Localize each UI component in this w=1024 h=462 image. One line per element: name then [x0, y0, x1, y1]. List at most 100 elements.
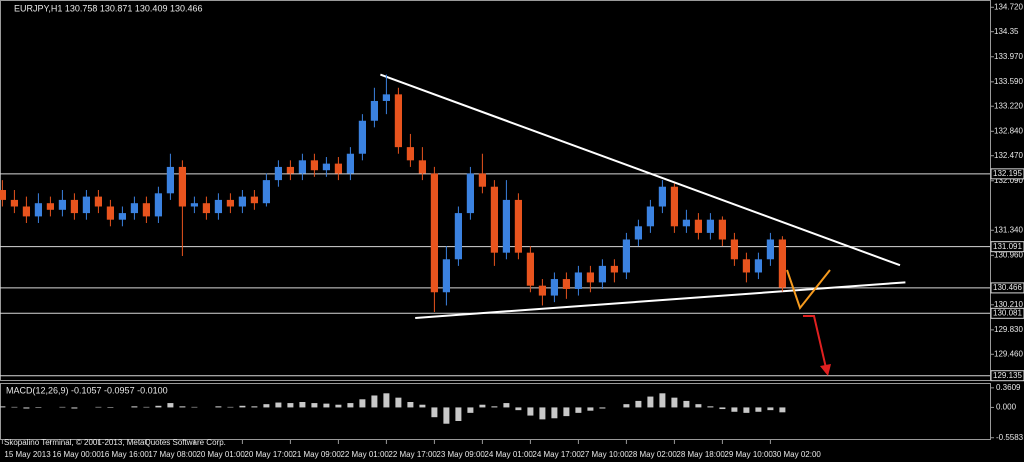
x-tick-label: 28 May 02:00 — [628, 450, 677, 459]
macd-bar — [191, 406, 198, 408]
candle-body — [406, 147, 414, 161]
candle-body — [202, 203, 210, 214]
candle-body — [130, 203, 138, 214]
macd-bar — [683, 400, 690, 408]
candle-body — [46, 203, 54, 210]
x-tick-label: 22 May 01:00 — [340, 450, 389, 459]
x-tick-label: 17 May 08:00 — [148, 450, 197, 459]
macd-bar — [107, 407, 114, 408]
candle-body — [346, 153, 354, 174]
candle-body — [370, 100, 378, 121]
indicator-y-tick-label: 0.3609 — [996, 383, 1021, 392]
y-tick-label: 133.590 — [994, 77, 1023, 86]
x-tick-label: 30 May 02:00 — [772, 450, 821, 459]
level-label: 130.466 — [993, 283, 1022, 292]
candle-body — [562, 279, 570, 289]
y-tick-label: 133.220 — [994, 101, 1023, 110]
candle-body — [262, 180, 270, 204]
macd-bar — [71, 407, 78, 409]
macd-bar — [779, 407, 786, 413]
projection-arrow — [803, 315, 827, 369]
candle-body — [706, 219, 714, 233]
y-tick-label: 133.970 — [994, 52, 1023, 61]
macd-bar — [59, 406, 66, 408]
macd-bar — [359, 399, 366, 408]
candle-body — [10, 199, 18, 207]
macd-bar — [587, 407, 594, 411]
macd-bar — [383, 393, 390, 408]
candle-body — [610, 265, 618, 273]
candle-body — [334, 163, 342, 174]
macd-bar — [719, 407, 726, 410]
candle-body — [190, 203, 198, 207]
candle-body — [538, 285, 546, 296]
candle-body — [646, 206, 654, 227]
macd-bar — [311, 403, 318, 408]
y-tick-label: 134.35 — [994, 27, 1019, 36]
candle-body — [34, 203, 42, 217]
macd-bar — [431, 407, 438, 418]
macd-bar — [479, 404, 486, 408]
candle-body — [574, 272, 582, 289]
candle-body — [502, 199, 510, 253]
candle-body — [82, 196, 90, 214]
macd-bar — [395, 397, 402, 408]
level-label-box — [990, 282, 1024, 294]
macd-bar — [275, 402, 282, 408]
y-tick-label: 134.720 — [994, 2, 1023, 11]
macd-bar — [467, 407, 474, 413]
candle-body — [118, 213, 126, 220]
y-tick-label: 132.470 — [994, 151, 1023, 160]
macd-bar — [407, 402, 414, 408]
macd-bar — [11, 406, 18, 408]
x-tick-label: 24 May 01:00 — [484, 450, 533, 459]
macd-bar — [0, 406, 6, 408]
candle-body — [622, 239, 630, 273]
candle-body — [250, 196, 258, 204]
x-tick-label: 24 May 17:00 — [532, 450, 581, 459]
candle-body — [94, 196, 102, 207]
candle-body — [0, 190, 6, 200]
indicator-title: MACD(12,26,9) -0.1057 -0.0957 -0.0100 — [6, 385, 168, 395]
level-label: 129.135 — [993, 371, 1022, 380]
candle-body — [658, 186, 666, 207]
macd-bar — [731, 407, 738, 412]
y-tick-label: 132.840 — [994, 126, 1023, 135]
x-tick-label: 27 May 10:00 — [580, 450, 629, 459]
level-label: 131.091 — [993, 242, 1022, 251]
candle-body — [274, 166, 282, 181]
candle-body — [670, 186, 678, 227]
macd-bar — [743, 407, 750, 413]
level-label: 130.081 — [993, 308, 1022, 317]
macd-bar — [503, 403, 510, 408]
macd-bar — [515, 407, 522, 411]
candle-body — [754, 259, 762, 273]
x-tick-label: 15 May 2013 — [4, 450, 51, 459]
macd-bar — [227, 406, 234, 408]
trendline — [380, 73, 901, 267]
candle-body — [766, 239, 774, 260]
level-label: 132.195 — [993, 169, 1022, 178]
x-tick-label: 20 May 17:00 — [244, 450, 293, 459]
candle-body — [178, 166, 186, 207]
macd-bar — [527, 407, 534, 416]
x-tick-label: 28 May 18:00 — [676, 450, 725, 459]
macd-bar — [371, 395, 378, 408]
indicator-y-tick-label: -0.5583 — [996, 433, 1024, 442]
indicator-y-tick-label: 0.000 — [996, 403, 1017, 412]
candle-body — [742, 259, 750, 273]
macd-bar — [287, 403, 294, 408]
macd-bar — [179, 406, 186, 408]
x-tick-label: 23 May 09:00 — [436, 450, 485, 459]
macd-bar — [707, 406, 714, 408]
macd-bar — [95, 406, 102, 408]
candle-body — [550, 279, 558, 296]
macd-bar — [599, 407, 606, 409]
candle-body — [718, 219, 726, 240]
macd-bar — [131, 406, 138, 408]
candle-body — [634, 226, 642, 240]
candle-body — [58, 199, 66, 210]
candle-body — [454, 213, 462, 260]
macd-bar — [239, 405, 246, 408]
